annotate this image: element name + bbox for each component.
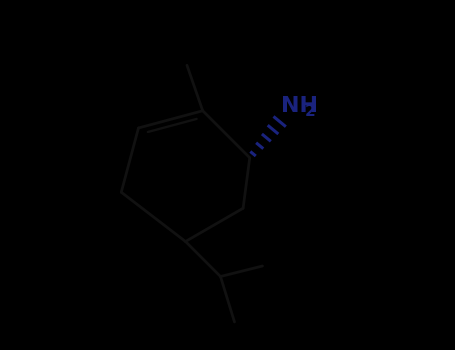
Text: 2: 2 bbox=[304, 104, 315, 119]
Text: NH: NH bbox=[281, 96, 318, 116]
